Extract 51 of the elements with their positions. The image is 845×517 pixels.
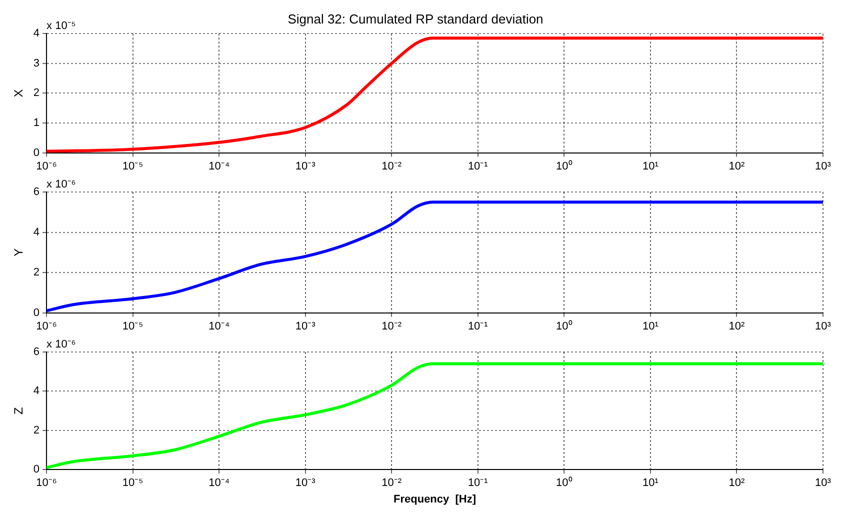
x-tick-label: 10⁻³ bbox=[295, 320, 316, 332]
y-tick-label: 0 bbox=[33, 306, 40, 319]
x-tick-label: 10⁻¹ bbox=[468, 160, 488, 172]
x-tick-label: 10⁰ bbox=[556, 319, 572, 332]
x-tick-label: 10² bbox=[728, 477, 746, 490]
x-tick-label: 10⁻⁶ bbox=[36, 477, 57, 490]
y-tick-label: 0 bbox=[33, 464, 40, 476]
y-tick-label: 1 bbox=[33, 117, 40, 130]
y-tick-label: 2 bbox=[33, 87, 40, 100]
x-tick-label: 10⁻⁴ bbox=[208, 477, 230, 490]
x-tick-label: 10¹ bbox=[642, 160, 659, 172]
y-tick-label: 0 bbox=[33, 146, 40, 159]
x-tick-label: 10⁻⁶ bbox=[36, 320, 57, 332]
x-tick-label: 10² bbox=[728, 160, 746, 172]
x-tick-label: 10⁻⁵ bbox=[122, 320, 144, 332]
text: x 10⁻⁵ bbox=[46, 20, 76, 32]
x-tick-label: 10¹ bbox=[642, 477, 659, 490]
x-tick-label: 10⁻⁴ bbox=[208, 320, 230, 332]
x-tick-label: 10⁰ bbox=[556, 159, 572, 172]
x-tick-label: 10⁻² bbox=[382, 320, 402, 332]
x-tick-label: 10³ bbox=[815, 160, 832, 172]
y-tick-label: 2 bbox=[33, 424, 40, 436]
x-tick-label: 10² bbox=[728, 320, 746, 332]
y-tick-label: 4 bbox=[33, 28, 40, 40]
y-axis-title: Z bbox=[12, 407, 26, 414]
x-tick-label: 10⁻² bbox=[382, 477, 402, 490]
text: x 10⁻⁶ bbox=[46, 338, 76, 351]
x-tick-label: 10⁰ bbox=[556, 476, 572, 490]
y-tick-label: 6 bbox=[33, 186, 40, 198]
y-tick-label: 3 bbox=[33, 57, 40, 70]
y-tick-label: 4 bbox=[33, 385, 40, 398]
y-tick-label: 2 bbox=[33, 266, 40, 279]
x-tick-label: 10⁻² bbox=[382, 160, 402, 172]
y-tick-label: 6 bbox=[33, 346, 40, 358]
x-tick-label: 10⁻³ bbox=[295, 160, 316, 172]
x-tick-label: 10⁻¹ bbox=[468, 320, 488, 332]
x-tick-label: 10⁻⁵ bbox=[122, 477, 144, 490]
x-tick-label: 10⁻⁴ bbox=[208, 160, 230, 172]
y-axis-title: X bbox=[12, 89, 26, 98]
x-tick-label: 10³ bbox=[815, 320, 832, 332]
x-tick-label: 10³ bbox=[815, 477, 832, 490]
x-tick-label: 10¹ bbox=[642, 320, 659, 332]
text: x 10⁻⁶ bbox=[46, 178, 76, 191]
chart-title: Signal 32: Cumulated RP standard deviation bbox=[288, 11, 544, 26]
y-tick-label: 4 bbox=[33, 226, 40, 238]
x-tick-label: 10⁻⁶ bbox=[36, 160, 57, 172]
x-tick-label: 10⁻¹ bbox=[468, 477, 488, 490]
x-axis-title: Frequency [Hz] bbox=[394, 493, 476, 506]
x-tick-label: 10⁻³ bbox=[295, 477, 316, 490]
y-axis-title: Y bbox=[12, 248, 26, 256]
x-tick-label: 10⁻⁵ bbox=[122, 160, 144, 172]
